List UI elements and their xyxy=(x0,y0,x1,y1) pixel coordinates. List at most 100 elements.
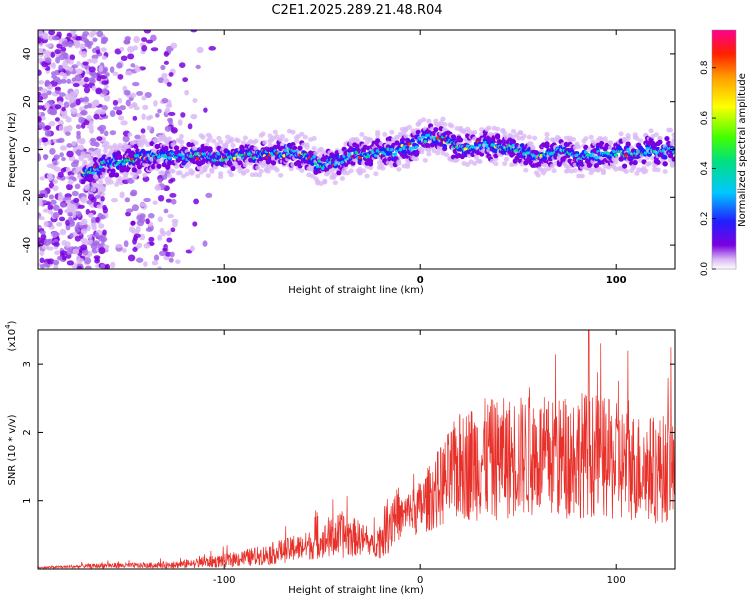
spectrogram-cell xyxy=(143,197,151,203)
spectrogram-cell xyxy=(139,213,146,219)
spectrogram-cell xyxy=(299,131,305,137)
spectrogram-cell xyxy=(572,168,578,173)
spectrogram-cell xyxy=(42,137,49,143)
snr-frame xyxy=(37,329,676,570)
spectrogram-cell xyxy=(80,34,88,39)
spectrogram-cell xyxy=(228,172,234,178)
spectrogram-cell xyxy=(48,30,56,36)
spectrogram-cell xyxy=(104,130,109,137)
spectrogram-cell xyxy=(662,161,668,167)
snr-y-label: SNR (10 * v/v) xyxy=(7,414,18,485)
spectrogram-cell xyxy=(66,150,74,158)
spectrogram-y-tick-label: 20 xyxy=(22,95,33,108)
spectrogram-cell xyxy=(58,64,63,71)
spectrogram-cell xyxy=(389,148,394,152)
spectrogram-cell xyxy=(493,161,499,167)
spectrogram-cell xyxy=(140,134,146,140)
spectrogram-cell xyxy=(38,216,45,221)
spectrogram-cell xyxy=(311,146,317,151)
spectrogram-cell xyxy=(576,144,582,150)
colorbar-ticks: 0.0 0.2 0.4 0.6 0.8 xyxy=(700,60,716,276)
spectrogram-cell xyxy=(414,145,419,149)
spectrogram-cell xyxy=(48,121,56,127)
spectrogram-cell xyxy=(56,138,62,143)
spectrogram-cell xyxy=(193,198,199,205)
spectrogram-cell xyxy=(126,144,132,150)
spectrogram-cell xyxy=(162,247,168,252)
spectrogram-cell xyxy=(57,171,64,178)
spectrogram-cell xyxy=(125,37,131,45)
spectrogram-cell xyxy=(152,200,158,205)
spectrogram-cell xyxy=(45,57,52,64)
spectrogram-cell xyxy=(288,166,294,172)
spectrogram-cell xyxy=(74,183,81,190)
spectrogram-y-tick-label: -20 xyxy=(22,189,33,205)
snr-y-scale-exp: 4 xyxy=(4,324,12,329)
spectrogram-cell xyxy=(163,60,169,65)
spectrogram-cell xyxy=(80,196,88,204)
spectrogram-cell xyxy=(98,179,104,185)
spectrogram-cell xyxy=(61,156,66,162)
spectrogram-cell xyxy=(632,160,638,166)
colorbar-tick-label: 0.4 xyxy=(700,161,710,176)
spectrogram-cell xyxy=(92,37,98,42)
spectrogram-cell xyxy=(141,37,148,42)
spectrogram-cell xyxy=(74,41,80,49)
spectrogram-cell xyxy=(66,260,74,266)
spectrogram-cell xyxy=(61,255,67,261)
spectrogram-cell xyxy=(75,68,83,75)
spectrogram-cell xyxy=(510,128,517,134)
spectrogram-cell xyxy=(406,124,413,130)
spectrogram-cell xyxy=(216,135,222,141)
spectrogram-cell xyxy=(165,103,173,108)
spectrogram-cell xyxy=(157,266,162,269)
snr-y-tick-label: 1 xyxy=(22,498,33,504)
spectrogram-cell xyxy=(109,66,115,74)
spectrogram-cell xyxy=(230,165,236,171)
spectrogram-cell xyxy=(180,112,186,118)
spectrogram-cell xyxy=(54,250,61,256)
spectrogram-cell xyxy=(80,228,88,234)
spectrogram-cell xyxy=(648,128,654,134)
spectrogram-cell xyxy=(67,41,73,48)
spectrogram-cell xyxy=(42,32,49,40)
spectrogram-cell xyxy=(63,125,70,132)
spectrogram-cell xyxy=(38,121,45,129)
spectrogram-cell xyxy=(65,116,72,123)
spectrogram-cell xyxy=(570,136,577,142)
spectrogram-cell xyxy=(290,129,296,135)
spectrogram-cell xyxy=(166,237,173,243)
spectrogram-cell xyxy=(175,259,181,264)
spectrogram-cell xyxy=(196,165,203,171)
spectrogram-cell xyxy=(122,172,129,177)
spectrogram-cell xyxy=(667,127,674,133)
spectrogram-cell xyxy=(594,156,599,160)
spectrogram-cell xyxy=(71,205,78,213)
spectrogram-cell xyxy=(304,142,310,148)
spectrogram-cell xyxy=(132,81,140,87)
spectrogram-cell xyxy=(108,179,114,185)
spectrogram-cell xyxy=(54,104,62,110)
spectrogram-cell xyxy=(142,104,149,110)
spectrogram-cell xyxy=(207,135,213,140)
spectrogram-cell xyxy=(99,128,105,135)
spectrogram-cell xyxy=(71,140,77,146)
spectrogram-cell xyxy=(91,72,98,79)
spectrogram-cell xyxy=(48,209,53,215)
spectrogram-panel: -100 0 100 -40 -20 0 20 40 Height of straight … xyxy=(7,29,676,296)
spectrogram-cell xyxy=(672,150,675,154)
spectrogram-cell xyxy=(90,141,97,147)
spectrogram-cell xyxy=(101,80,109,85)
spectrogram-cell xyxy=(46,90,52,96)
spectrogram-cell xyxy=(135,257,144,263)
spectrogram-cell xyxy=(209,169,215,174)
spectrogram-cell xyxy=(70,161,79,168)
spectrogram-cell xyxy=(38,116,42,123)
snr-y-tick-label: 2 xyxy=(22,429,33,435)
spectrogram-cell xyxy=(479,127,485,132)
spectrogram-cell xyxy=(393,152,398,156)
spectrogram-cell xyxy=(72,248,80,255)
spectrogram-cell xyxy=(626,147,631,152)
spectrogram-cell xyxy=(168,111,176,116)
